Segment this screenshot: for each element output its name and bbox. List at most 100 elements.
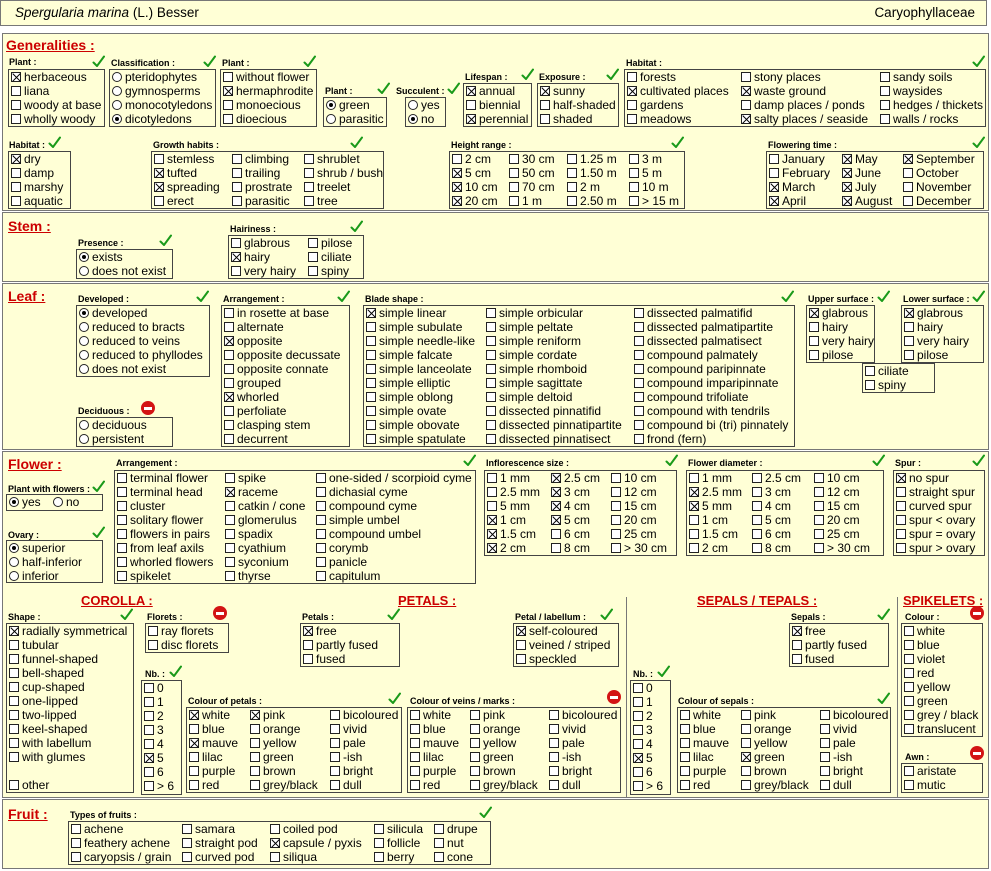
checkbox-25-cm[interactable]: 25 cm xyxy=(609,527,657,541)
checkbox-6[interactable]: > 6 xyxy=(631,779,663,793)
checkbox-achene[interactable]: achene xyxy=(69,822,123,836)
checkbox-annual[interactable]: annual xyxy=(464,84,515,98)
checkbox-waysides[interactable]: waysides xyxy=(878,84,942,98)
checkbox-june[interactable]: June xyxy=(840,166,881,180)
radio-does-not-exist[interactable]: does not exist xyxy=(77,264,166,278)
checkbox-translucent[interactable]: translucent xyxy=(902,722,976,736)
checkbox-green[interactable]: green xyxy=(468,750,514,764)
checkbox-shrublet[interactable]: shrublet xyxy=(302,152,360,166)
checkbox-sandy-soils[interactable]: sandy soils xyxy=(878,70,952,84)
checkbox-shrub-bush[interactable]: shrub / bush xyxy=(302,166,383,180)
checkbox-fused[interactable]: fused xyxy=(301,652,345,666)
checkbox-dissected-palmatisect[interactable]: dissected palmatisect xyxy=(632,334,762,348)
checkbox-prostrate[interactable]: prostrate xyxy=(230,180,292,194)
checkbox-lilac[interactable]: lilac xyxy=(678,750,714,764)
checkbox-simple-falcate[interactable]: simple falcate xyxy=(364,348,452,362)
checkbox-blue[interactable]: blue xyxy=(408,722,446,736)
checkbox-red[interactable]: red xyxy=(408,778,440,792)
checkbox-white[interactable]: white xyxy=(678,708,721,722)
checkbox-bicoloured[interactable]: bicoloured xyxy=(547,708,617,722)
checkbox-dull[interactable]: dull xyxy=(547,778,581,792)
checkbox-1[interactable]: 1 xyxy=(631,695,653,709)
checkbox-no-spur[interactable]: no spur xyxy=(894,471,949,485)
checkbox-dissected-palmatipartite[interactable]: dissected palmatipartite xyxy=(632,320,773,334)
checkbox-compound-umbel[interactable]: compound umbel xyxy=(314,527,421,541)
checkbox-compound-palmately[interactable]: compound palmately xyxy=(632,348,758,362)
checkbox-0[interactable]: 0 xyxy=(142,681,164,695)
checkbox-salty-places-seaside[interactable]: salty places / seaside xyxy=(739,112,868,126)
checkbox-keel-shaped[interactable]: keel-shaped xyxy=(7,722,87,736)
checkbox-hedges-thickets[interactable]: hedges / thickets xyxy=(878,98,983,112)
checkbox-frond-fern[interactable]: frond (fern) xyxy=(632,432,706,446)
checkbox-stemless[interactable]: stemless xyxy=(152,152,214,166)
checkbox-8-cm[interactable]: 8 cm xyxy=(750,541,791,555)
checkbox-stony-places[interactable]: stony places xyxy=(739,70,821,84)
checkbox-3[interactable]: 3 xyxy=(142,723,164,737)
checkbox-spiny[interactable]: spiny xyxy=(306,264,349,278)
checkbox-mutic[interactable]: mutic xyxy=(902,778,946,792)
checkbox-12-cm[interactable]: 12 cm xyxy=(609,485,657,499)
checkbox-grouped[interactable]: grouped xyxy=(222,376,281,390)
checkbox-spur-ovary[interactable]: spur > ovary xyxy=(894,541,975,555)
checkbox-dioecious[interactable]: dioecious xyxy=(221,112,287,126)
checkbox-6[interactable]: 6 xyxy=(142,765,164,779)
checkbox-february[interactable]: February xyxy=(767,166,830,180)
checkbox-with-labellum[interactable]: with labellum xyxy=(7,736,91,750)
checkbox-4[interactable]: 4 xyxy=(631,737,653,751)
checkbox-capitulum[interactable]: capitulum xyxy=(314,569,380,583)
checkbox-alternate[interactable]: alternate xyxy=(222,320,284,334)
radio-yes[interactable]: yes xyxy=(406,98,440,112)
checkbox-pale[interactable]: pale xyxy=(547,736,585,750)
checkbox-brown[interactable]: brown xyxy=(739,764,787,778)
checkbox-1-m[interactable]: 1 m xyxy=(507,194,542,208)
checkbox-pale[interactable]: pale xyxy=(328,736,366,750)
checkbox-one-sided-scorpioid-cyme[interactable]: one-sided / scorpioid cyme xyxy=(314,471,472,485)
checkbox-blue[interactable]: blue xyxy=(678,722,716,736)
checkbox-violet[interactable]: violet xyxy=(902,652,945,666)
checkbox-silicula[interactable]: silicula xyxy=(372,822,423,836)
checkbox-september[interactable]: September xyxy=(901,152,975,166)
checkbox-30-cm[interactable]: > 30 cm xyxy=(812,541,870,555)
radio-persistent[interactable]: persistent xyxy=(77,432,144,446)
checkbox-1-25-m[interactable]: 1.25 m xyxy=(565,152,617,166)
checkbox-bicoloured[interactable]: bicoloured xyxy=(818,708,888,722)
checkbox-3-cm[interactable]: 3 cm xyxy=(750,485,791,499)
checkbox-drupe[interactable]: drupe xyxy=(432,822,478,836)
checkbox-coiled-pod[interactable]: coiled pod xyxy=(268,822,338,836)
checkbox-simple-subulate[interactable]: simple subulate xyxy=(364,320,462,334)
checkbox-1-5-cm[interactable]: 1.5 cm xyxy=(485,527,536,541)
checkbox-erect[interactable]: erect xyxy=(152,194,194,208)
checkbox-april[interactable]: April xyxy=(767,194,806,208)
radio-deciduous[interactable]: deciduous xyxy=(77,418,147,432)
checkbox-4-cm[interactable]: 4 cm xyxy=(750,499,791,513)
checkbox-simple-obovate[interactable]: simple obovate xyxy=(364,418,460,432)
radio-inferior[interactable]: inferior xyxy=(7,569,59,583)
checkbox-woody-at-base[interactable]: woody at base xyxy=(9,98,101,112)
checkbox-free[interactable]: free xyxy=(790,624,826,638)
checkbox-siliqua[interactable]: siliqua xyxy=(268,850,317,864)
checkbox-waste-ground[interactable]: waste ground xyxy=(739,84,826,98)
checkbox-herbaceous[interactable]: herbaceous xyxy=(9,70,87,84)
checkbox-6-cm[interactable]: 6 cm xyxy=(549,527,590,541)
checkbox-2-5-cm[interactable]: 2.5 cm xyxy=(750,471,801,485)
checkbox-30-cm[interactable]: > 30 cm xyxy=(609,541,667,555)
checkbox-pale[interactable]: pale xyxy=(818,736,856,750)
checkbox-whorled[interactable]: whorled xyxy=(222,390,279,404)
checkbox-perennial[interactable]: perennial xyxy=(464,112,528,126)
checkbox-treelet[interactable]: treelet xyxy=(302,180,350,194)
checkbox-funnel-shaped[interactable]: funnel-shaped xyxy=(7,652,98,666)
checkbox-spiny[interactable]: spiny xyxy=(863,378,906,392)
checkbox-green[interactable]: green xyxy=(739,750,785,764)
checkbox-two-lipped[interactable]: two-lipped xyxy=(7,708,77,722)
checkbox-ish[interactable]: -ish xyxy=(818,750,852,764)
checkbox-spikelet[interactable]: spikelet xyxy=(115,569,171,583)
checkbox-green[interactable]: green xyxy=(902,694,948,708)
checkbox-fused[interactable]: fused xyxy=(790,652,834,666)
checkbox-capsule-pyxis[interactable]: capsule / pyxis xyxy=(268,836,362,850)
checkbox-yellow[interactable]: yellow xyxy=(902,680,950,694)
checkbox-liana[interactable]: liana xyxy=(9,84,49,98)
checkbox-july[interactable]: July xyxy=(840,180,876,194)
checkbox-12-cm[interactable]: 12 cm xyxy=(812,485,860,499)
checkbox-compound-trifoliate[interactable]: compound trifoliate xyxy=(632,390,748,404)
radio-pteridophytes[interactable]: pteridophytes xyxy=(110,70,197,84)
